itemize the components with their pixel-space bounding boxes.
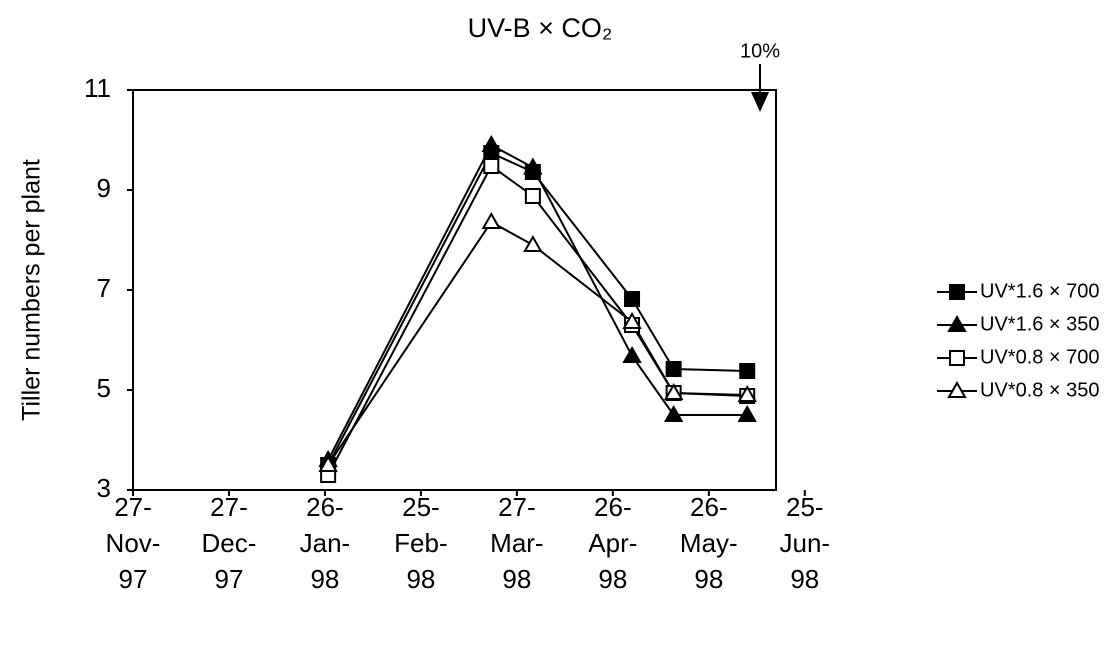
y-axis-label: Tiller numbers per plant	[18, 159, 46, 421]
marker	[737, 404, 757, 422]
marker	[624, 291, 641, 307]
x-tick-label: 25-Jun-98	[780, 492, 831, 594]
legend-label: UV*1.6 × 700	[980, 280, 1100, 302]
marker	[523, 234, 543, 252]
y-tick-label: 3	[97, 473, 111, 503]
series-line	[327, 220, 748, 466]
marker	[318, 454, 338, 472]
marker	[481, 134, 502, 152]
marker	[663, 382, 684, 400]
y-tick-label: 11	[84, 73, 111, 103]
legend-label: UV*1.6 × 350	[980, 313, 1100, 335]
marker	[665, 361, 682, 377]
marker	[622, 345, 642, 363]
marker	[483, 158, 500, 174]
annotation-arrowhead	[751, 92, 770, 112]
marker	[523, 157, 543, 175]
marker	[524, 188, 541, 204]
legend-marker	[949, 284, 965, 300]
legend-marker	[949, 350, 965, 366]
series-line	[327, 151, 748, 466]
series-line	[327, 164, 748, 476]
marker	[737, 384, 757, 402]
y-tick-label: 5	[97, 373, 111, 403]
x-tick-label: 26-Jan-98	[300, 492, 351, 594]
x-tick-label: 27-Dec-97	[202, 492, 257, 594]
legend-marker	[947, 380, 967, 398]
x-tick-label: 27-Nov-97	[106, 492, 161, 594]
y-tick-label: 9	[97, 173, 111, 203]
chart-title: UV-B × CO₂	[468, 13, 613, 43]
marker	[622, 311, 642, 329]
x-tick-label: 27-Mar-98	[490, 492, 543, 594]
y-tick-label: 7	[97, 273, 111, 303]
legend-label: UV*0.8 × 350	[980, 379, 1100, 401]
plot-frame	[132, 89, 777, 491]
marker	[481, 211, 502, 229]
legend-marker	[947, 314, 967, 332]
marker	[739, 363, 756, 379]
x-tick-label: 26-May-98	[680, 492, 738, 594]
marker	[663, 404, 684, 422]
annotation: 10%	[740, 40, 780, 62]
legend-label: UV*0.8 × 700	[980, 346, 1100, 368]
x-tick-label: 26-Apr-98	[588, 492, 637, 594]
x-tick-label: 25-Feb-98	[394, 492, 447, 594]
